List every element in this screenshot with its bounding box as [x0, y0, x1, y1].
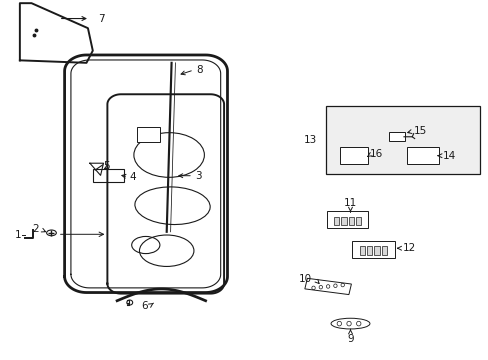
Text: 12: 12 [402, 243, 415, 253]
FancyBboxPatch shape [366, 247, 372, 255]
Text: 11: 11 [343, 198, 356, 208]
Text: 16: 16 [369, 149, 383, 159]
FancyBboxPatch shape [355, 217, 361, 225]
FancyBboxPatch shape [333, 217, 339, 225]
Text: 1: 1 [15, 230, 21, 240]
FancyBboxPatch shape [348, 217, 353, 225]
FancyBboxPatch shape [93, 169, 124, 182]
FancyBboxPatch shape [326, 211, 367, 228]
Polygon shape [304, 278, 351, 294]
FancyBboxPatch shape [381, 247, 386, 255]
Text: 10: 10 [298, 274, 311, 284]
Text: 15: 15 [413, 126, 426, 136]
Text: 9: 9 [346, 334, 353, 344]
Text: 3: 3 [195, 171, 201, 181]
Text: 13: 13 [304, 135, 317, 145]
Text: 2: 2 [33, 224, 39, 234]
FancyBboxPatch shape [359, 247, 365, 255]
FancyBboxPatch shape [340, 147, 368, 164]
Text: 8: 8 [196, 65, 202, 75]
Text: 5: 5 [102, 161, 109, 171]
Text: 7: 7 [98, 14, 104, 23]
FancyBboxPatch shape [388, 132, 404, 141]
Text: 4: 4 [129, 172, 136, 183]
FancyBboxPatch shape [325, 107, 479, 174]
FancyBboxPatch shape [352, 241, 394, 258]
Ellipse shape [330, 318, 369, 329]
FancyBboxPatch shape [407, 147, 438, 164]
FancyBboxPatch shape [137, 127, 160, 142]
Text: 14: 14 [442, 151, 455, 161]
Text: 6: 6 [142, 301, 148, 311]
FancyBboxPatch shape [341, 217, 346, 225]
FancyBboxPatch shape [373, 247, 379, 255]
